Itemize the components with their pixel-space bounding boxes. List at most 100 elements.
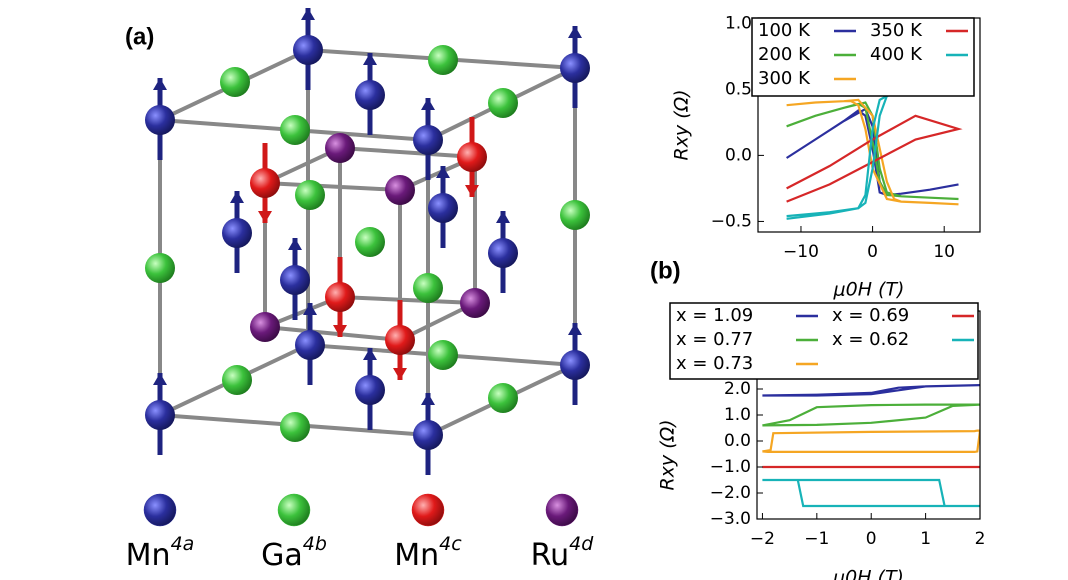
atom	[428, 340, 458, 370]
atom	[460, 288, 490, 318]
series-line	[762, 403, 980, 427]
series-line	[762, 384, 980, 397]
series-line	[762, 478, 980, 508]
spin-arrow-head	[568, 323, 582, 335]
atom	[222, 218, 252, 248]
panel-label: (b)	[650, 257, 681, 284]
x-tick-label: −1	[804, 529, 829, 549]
spin-arrow-head	[288, 238, 302, 250]
species-sup: 4a	[171, 533, 195, 555]
atom	[488, 88, 518, 118]
y-axis-label: Rxy (Ω)	[671, 89, 693, 160]
legend-label: x = 0.77	[676, 329, 753, 350]
x-tick-label: 2	[975, 529, 986, 549]
plot-area	[762, 384, 980, 508]
atoms	[145, 8, 590, 475]
atom	[355, 375, 385, 405]
legend-box	[669, 302, 979, 380]
spin-arrow-head	[421, 98, 435, 110]
atom	[385, 325, 415, 355]
spin-arrow-head	[363, 348, 377, 360]
spin-arrow-head	[153, 373, 167, 385]
y-tick-label: 1.0	[725, 13, 752, 33]
atom	[428, 193, 458, 223]
atom	[385, 175, 415, 205]
legend-label: 200 K	[758, 44, 811, 65]
y-tick-label: −0.5	[711, 211, 752, 231]
species-swatch	[545, 493, 579, 527]
series-line	[786, 114, 963, 203]
species-sup: 4c	[439, 533, 462, 555]
spin-arrow-head	[421, 393, 435, 405]
species-base: Mn	[126, 538, 171, 573]
legend-label: x = 0.69	[832, 305, 909, 326]
x-tick-label: −10	[783, 242, 819, 262]
atom	[413, 273, 443, 303]
species-label: Mn4a	[126, 533, 195, 573]
species-sup: 4d	[569, 533, 594, 555]
y-tick-label: 0.0	[725, 145, 752, 165]
atom	[413, 420, 443, 450]
atom	[428, 45, 458, 75]
x-tick-label: −2	[750, 529, 775, 549]
y-tick-label: −3.0	[710, 509, 751, 529]
atom	[280, 115, 310, 145]
x-tick-label: 0	[867, 242, 878, 262]
spin-arrow-head	[230, 191, 244, 203]
atom	[145, 105, 175, 135]
spin-arrow-head	[303, 303, 317, 315]
spin-arrow-head	[568, 26, 582, 38]
legend-label: 400 K	[870, 44, 923, 65]
spin-arrow-head	[153, 78, 167, 90]
species-sup: 4b	[303, 533, 327, 555]
atom	[488, 383, 518, 413]
x-tick-label: 1	[920, 529, 931, 549]
atom	[560, 200, 590, 230]
atom	[457, 142, 487, 172]
legend-label: x = 0.62	[832, 329, 909, 350]
atom	[295, 180, 325, 210]
spin-arrow-head	[363, 53, 377, 65]
series-line	[762, 429, 980, 453]
species-swatch	[143, 493, 177, 527]
atom	[413, 125, 443, 155]
y-tick-label: −2.0	[710, 483, 751, 503]
species-swatch	[411, 493, 445, 527]
spin-arrow-head	[301, 8, 315, 20]
legend-label: 300 K	[758, 68, 811, 89]
spin-arrow-head	[465, 185, 479, 197]
legend-box	[751, 17, 975, 97]
legend-label: 100 K	[758, 20, 811, 41]
atom	[250, 168, 280, 198]
legend-label: x = 1.09	[676, 305, 753, 326]
y-tick-label: 0.0	[724, 431, 751, 451]
legend-label: x = 0.73	[676, 353, 753, 374]
y-axis-label: Rxy (Ω)	[657, 419, 679, 490]
species-legend: Mn4a Ga4b Mn 4c Ru4d	[126, 493, 595, 573]
atom	[325, 133, 355, 163]
species-base: Ru	[531, 538, 570, 573]
y-tick-label: 0.5	[725, 79, 752, 99]
atom	[355, 80, 385, 110]
spin-arrow-head	[496, 211, 510, 223]
atom	[145, 400, 175, 430]
y-tick-label: −1.0	[710, 457, 751, 477]
atom	[250, 312, 280, 342]
atom	[280, 265, 310, 295]
atom	[560, 350, 590, 380]
atom	[222, 365, 252, 395]
atom	[355, 227, 385, 257]
x-tick-label: 0	[866, 529, 877, 549]
atom	[293, 35, 323, 65]
atom	[325, 282, 355, 312]
atom	[560, 53, 590, 83]
species-label: Ru4d	[531, 533, 595, 573]
x-tick-label: 10	[933, 242, 955, 262]
atom	[220, 67, 250, 97]
spin-arrow-head	[436, 166, 450, 178]
x-axis-label: μ0H (T)	[832, 567, 904, 580]
y-tick-label: 1.0	[724, 405, 751, 425]
species-label: Ga4b	[261, 533, 327, 573]
